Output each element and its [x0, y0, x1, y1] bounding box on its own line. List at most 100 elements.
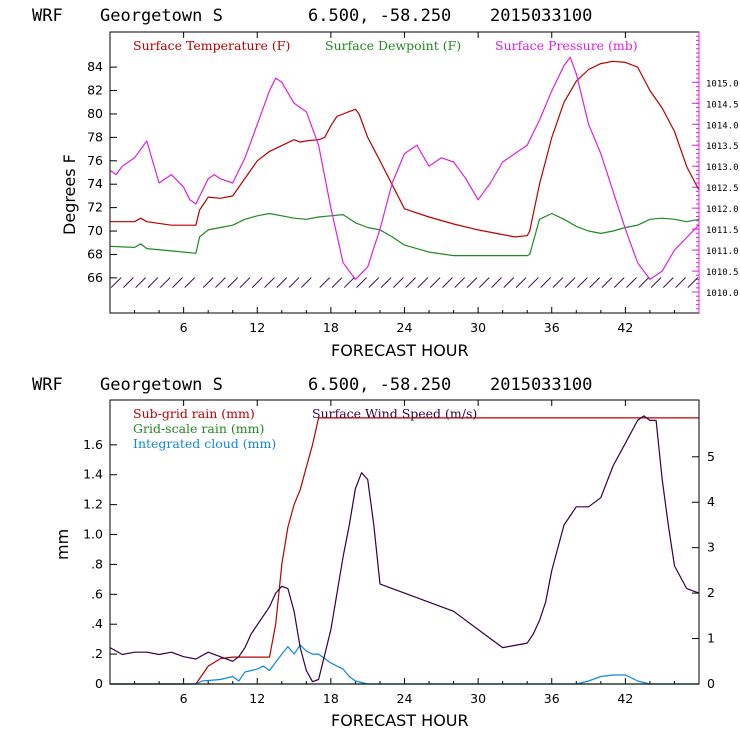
chart-1-xlabel: FORECAST HOUR: [331, 341, 469, 360]
y-tick-label: 84: [87, 59, 103, 74]
x-tick-label: 12: [249, 691, 265, 706]
y2-tick-label: 1011.0: [706, 247, 739, 257]
wind-barb: [331, 277, 343, 288]
x-tick-label: 18: [323, 691, 339, 706]
y2-tick-label: 1013.5: [706, 142, 739, 152]
precipitation-chart: WRF Georgetown S 6.500, -58.250 20150331…: [32, 375, 715, 730]
x-tick-label: 24: [397, 320, 413, 335]
x-tick-label: 6: [180, 320, 188, 335]
chart-1-legend-pressure: Surface Pressure (mb): [495, 38, 638, 53]
wind-barb: [380, 277, 392, 288]
y-tick-label: .6: [91, 586, 103, 601]
wind-barb: [662, 277, 674, 288]
chart-2-legend-cloud: Integrated cloud (mm): [133, 436, 276, 451]
y-tick-label: 70: [87, 223, 103, 238]
wind-barb: [405, 277, 416, 288]
wind-barb: [515, 277, 527, 288]
wind-barb: [239, 277, 251, 288]
wind-barb: [675, 277, 686, 288]
x-tick-label: 30: [470, 691, 486, 706]
series-line-wind: [109, 415, 700, 683]
y-tick-label: 1.4: [83, 467, 103, 482]
chart-2-legend-subgrid: Sub-grid rain (mm): [133, 406, 255, 421]
x-tick-label: 42: [617, 691, 633, 706]
y2-tick-label: 5: [707, 449, 715, 464]
wind-barb: [356, 277, 367, 288]
series-line-dewpoint: [109, 212, 700, 257]
chart-1-title-coords: 6.500, -58.250: [308, 6, 451, 26]
wind-barb: [429, 277, 441, 288]
y-tick-label: 78: [87, 129, 103, 144]
x-tick-label: 30: [470, 320, 486, 335]
y-tick-label: 0: [95, 676, 103, 691]
chart-1-title-run: 2015033100: [490, 6, 592, 26]
x-tick-label: 18: [323, 320, 339, 335]
chart-1-ylabel: Degrees F: [60, 154, 79, 235]
wind-barb: [417, 277, 429, 288]
wind-barb: [527, 277, 539, 288]
x-tick-label: 42: [617, 320, 633, 335]
y2-tick-label: 1011.5: [706, 226, 739, 236]
wind-barb: [184, 277, 196, 288]
series-line-temperature: [110, 60, 700, 238]
temperature-chart: WRF Georgetown S 6.500, -58.250 20150331…: [32, 6, 739, 360]
x-tick-label: 36: [544, 320, 560, 335]
wind-barb: [227, 277, 239, 288]
wind-barb: [276, 277, 288, 288]
wind-barb: [589, 277, 601, 288]
wind-barb: [202, 277, 214, 288]
y2-tick-label: 4: [707, 494, 715, 509]
wind-barb: [491, 277, 502, 288]
y-tick-label: 76: [87, 153, 103, 168]
wind-barb: [552, 277, 564, 288]
y2-tick-label: 1015.0: [706, 79, 739, 89]
y-tick-label: 74: [87, 176, 103, 191]
y2-tick-label: 1012.5: [706, 184, 739, 194]
y2-tick-label: 1014.5: [706, 100, 739, 110]
wind-barb: [110, 277, 122, 288]
y-tick-label: 68: [87, 246, 103, 261]
wind-barb: [564, 277, 576, 288]
y-tick-label: 1.0: [83, 527, 103, 542]
wind-barb: [650, 277, 662, 288]
chart-2-title-run: 2015033100: [490, 375, 592, 395]
wind-barb: [687, 277, 699, 288]
wind-barb: [454, 277, 466, 288]
chart-1-title-model: WRF: [32, 6, 63, 26]
chart-2-title-model: WRF: [32, 375, 63, 395]
chart-1-legend-temperature: Surface Temperature (F): [133, 38, 290, 53]
series-line-subgrid: [110, 417, 699, 685]
wind-barb: [159, 277, 171, 288]
wind-barb: [613, 277, 625, 288]
chart-2-legend-wind: Surface Wind Speed (m/s): [312, 406, 477, 421]
wind-barb: [368, 277, 380, 288]
y-tick-label: .4: [91, 616, 103, 631]
y-tick-label: 80: [87, 106, 103, 121]
wind-barb: [319, 277, 331, 288]
y2-tick-label: 1010.5: [706, 268, 739, 278]
wind-barb: [123, 277, 134, 288]
wind-barb: [393, 277, 404, 288]
y2-tick-label: 0: [707, 676, 715, 691]
y-tick-label: 1.6: [83, 437, 103, 452]
x-tick-label: 24: [397, 691, 413, 706]
chart-2-xlabel: FORECAST HOUR: [331, 711, 469, 730]
y2-tick-label: 1014.0: [706, 121, 739, 131]
chart-1-legend-dewpoint: Surface Dewpoint (F): [325, 38, 461, 53]
x-tick-label: 36: [544, 691, 560, 706]
y-tick-label: 66: [87, 270, 103, 285]
wind-barb: [466, 277, 478, 288]
wind-barb: [172, 277, 183, 288]
chart-2-title-coords: 6.500, -58.250: [308, 375, 451, 395]
wind-barb: [503, 277, 515, 288]
wind-barb: [626, 277, 637, 288]
chart-2-ylabel: mm: [53, 529, 72, 560]
chart-1-title-location: Georgetown S: [100, 6, 223, 26]
series-line-cloud: [110, 644, 699, 685]
y-tick-label: 82: [87, 83, 103, 98]
chart-2-plot-frame: [109, 399, 700, 685]
chart-1-plot-frame: [109, 31, 700, 314]
series-line-pressure: [109, 56, 700, 280]
wind-barb: [251, 277, 263, 288]
